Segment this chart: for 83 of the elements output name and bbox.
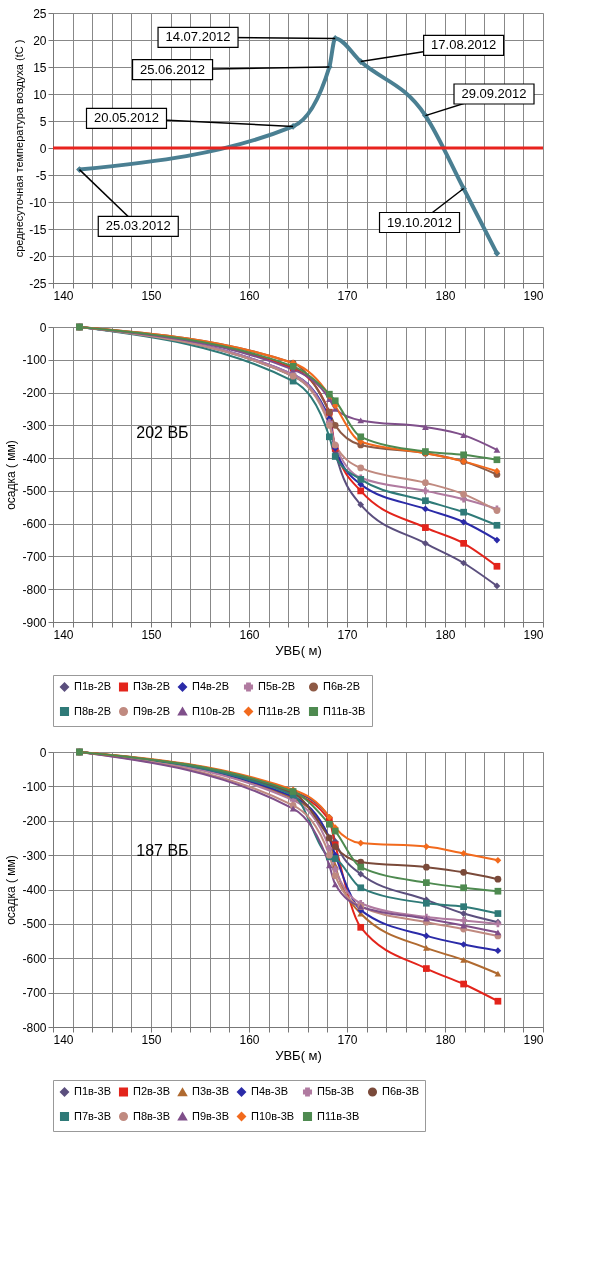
y-tick-label: -100 [22,353,47,368]
legend-label: П8в-2В [74,704,111,717]
annotation: 25.03.2012 [105,218,171,234]
x-axis-title: УВБ( м) [275,642,322,658]
annotation: 19.10.2012 [386,214,453,230]
y-tick-label: -800 [22,582,47,597]
legend-label: П2в-3В [133,1084,170,1097]
legend-label: П1в-2В [74,679,111,692]
y-tick-label: -800 [22,1020,47,1035]
x-tick-label: 150 [141,288,162,303]
annotation: 25.06.2012 [140,61,206,77]
x-tick-label: 180 [435,1032,456,1047]
x-axis-title: УВБ( м) [275,1047,322,1063]
legend-label: П9в-2В [133,704,170,717]
x-tick-label: 140 [53,288,74,303]
y-tick-label: -400 [22,883,47,897]
legend-label: П6в-3В [382,1084,419,1097]
legend-label: П9в-3В [192,1109,229,1122]
legend-label: П11в-2В [258,704,301,717]
y-tick-label: -10 [29,195,47,210]
legend-label: П7в-3В [74,1109,111,1122]
x-tick-label: 190 [523,288,544,303]
y-tick-label: -500 [22,917,47,932]
x-tick-label: 190 [523,627,544,642]
x-tick-label: 140 [53,1032,74,1047]
y-tick-label: -20 [29,249,47,264]
y-tick-label: -200 [22,386,47,401]
y-tick-label: 0 [39,141,47,156]
x-tick-label: 160 [239,288,260,303]
x-tick-label: 180 [435,288,456,303]
y-tick-label: 20 [33,33,47,48]
y-tick-label: -500 [22,484,47,499]
x-tick-label: 150 [141,627,162,642]
y-tick-label: -900 [22,615,47,630]
y-tick-label: 0 [39,745,47,760]
legend-label: П10в-2В [192,704,236,717]
y-tick-label: 25 [33,6,47,21]
y-tick-label: -700 [22,549,47,564]
y-tick-label: -100 [22,779,47,794]
y-tick-label: -400 [22,451,47,466]
legend-label: П3в-3В [192,1085,229,1098]
y-tick-label: -5 [35,168,47,183]
legend-label: П3в-2В [133,679,170,692]
legend-label: П10в-3В [251,1109,295,1122]
y-tick-label: 0 [39,320,47,335]
y-tick-label: 15 [33,60,47,75]
annotation: 20.05.2012 [93,110,160,126]
annotation: 202 ВБ [136,424,189,442]
annotation: 187 ВБ [136,842,189,859]
legend-label: П11в-3В [317,1109,360,1122]
legend-label: П4в-2В [192,679,229,692]
annotation: 29.09.2012 [461,86,527,101]
y-tick-label: -300 [22,418,47,433]
x-tick-label: 170 [337,627,358,642]
legend-label: П1в-3В [74,1084,111,1097]
y-tick-label: -300 [22,848,47,863]
legend-label: П11в-3В [323,704,366,717]
y-tick-label: 10 [33,87,47,102]
y-tick-label: -200 [22,814,47,829]
y-tick-label: -600 [22,517,47,532]
x-tick-label: 180 [435,627,456,642]
legend-label: П8в-3В [133,1109,170,1122]
annotation: 17.08.2012 [431,37,497,53]
legend-label: П5в-3В [317,1084,354,1097]
legend-label: П6в-2В [323,679,360,692]
x-tick-label: 190 [523,1032,544,1047]
annotation: 14.07.2012 [165,29,231,45]
x-tick-label: 140 [53,627,74,642]
x-tick-label: 160 [239,1032,260,1047]
y-tick-label: -25 [29,276,47,291]
y-axis-title: среднесуточная температура воздуха (tC ) [13,39,26,258]
legend-label: П5в-2В [258,679,295,692]
x-tick-label: 170 [337,1032,358,1047]
legend-label: П4в-3В [251,1084,288,1097]
y-tick-label: -15 [29,222,47,237]
y-axis-title: осадка ( мм) [4,440,19,510]
x-tick-label: 160 [239,627,260,642]
y-tick-label: -600 [22,951,47,966]
x-tick-label: 170 [337,288,358,303]
x-tick-label: 150 [141,1032,162,1047]
y-tick-label: -700 [22,986,47,1001]
y-tick-label: 5 [39,114,47,129]
y-axis-title: осадка ( мм) [4,855,19,925]
